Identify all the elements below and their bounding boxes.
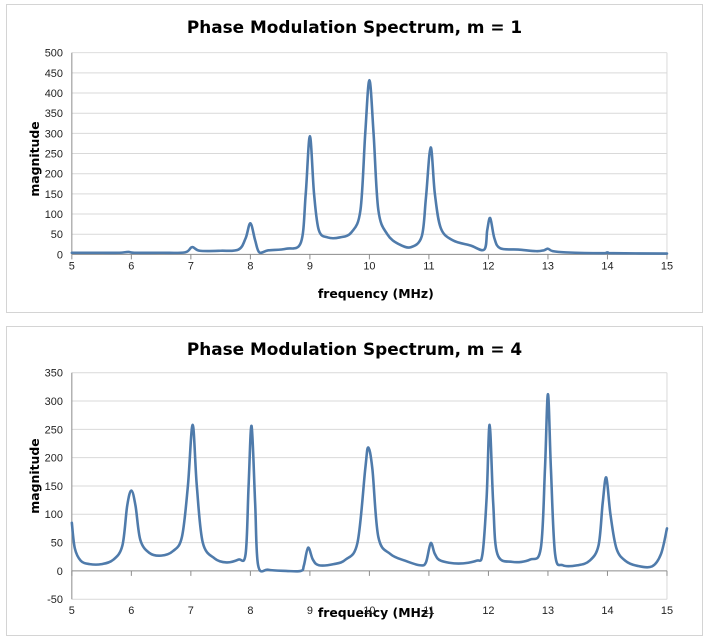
x-tick-label: 8	[247, 260, 253, 272]
y-tick-label: 250	[45, 424, 63, 436]
chart-m1: Phase Modulation Spectrum, m = 1 frequen…	[6, 4, 703, 313]
y-axis-label: magnitude	[27, 121, 42, 196]
y-tick-label: 250	[45, 149, 63, 161]
y-tick-label: 400	[45, 88, 63, 100]
y-tick-label: 50	[51, 229, 63, 241]
y-tick-label: 200	[45, 453, 63, 465]
x-tick-label: 15	[661, 605, 673, 617]
chart-m4: Phase Modulation Spectrum, m = 4 frequen…	[6, 326, 703, 636]
x-tick-label: 7	[188, 605, 194, 617]
y-tick-label: 300	[45, 396, 63, 408]
x-axis-label: frequency (MHz)	[318, 605, 434, 620]
x-tick-label: 14	[601, 605, 613, 617]
x-tick-label: 6	[128, 260, 134, 272]
y-tick-label: 100	[45, 209, 63, 221]
x-tick-label: 11	[423, 605, 434, 617]
y-tick-label: 200	[45, 169, 63, 181]
y-axis-label: magnitude	[27, 438, 42, 513]
chart-m4-svg: Phase Modulation Spectrum, m = 4 frequen…	[27, 339, 673, 620]
x-tick-label: 10	[363, 260, 375, 272]
chart-title: Phase Modulation Spectrum, m = 4	[187, 339, 522, 359]
x-tick-label: 7	[188, 260, 194, 272]
series-line	[70, 392, 669, 573]
x-tick-label: 11	[423, 260, 434, 272]
x-tick-label: 5	[69, 260, 75, 272]
y-tick-label: -50	[47, 594, 63, 606]
y-tick-label: 0	[57, 566, 63, 578]
y-tick-label: 100	[45, 509, 63, 521]
chart-title: Phase Modulation Spectrum, m = 1	[187, 17, 522, 37]
y-tick-label: 350	[45, 108, 63, 120]
y-tick-label: 350	[45, 368, 63, 380]
x-tick-label: 9	[307, 260, 313, 272]
y-tick-label: 50	[51, 538, 63, 550]
chart-m1-svg: Phase Modulation Spectrum, m = 1 frequen…	[27, 17, 673, 301]
y-tick-label: 150	[45, 481, 63, 493]
x-tick-label: 14	[601, 260, 613, 272]
x-tick-label: 8	[247, 605, 253, 617]
x-tick-label: 15	[661, 260, 673, 272]
y-tick-label: 450	[45, 68, 63, 80]
x-tick-label: 10	[363, 605, 375, 617]
x-axis-label: frequency (MHz)	[318, 286, 434, 301]
x-tick-label: 6	[128, 605, 134, 617]
y-tick-label: 500	[45, 48, 63, 60]
y-tick-label: 300	[45, 128, 63, 140]
x-tick-label: 12	[482, 260, 494, 272]
y-tick-label: 0	[57, 249, 63, 261]
x-tick-label: 13	[542, 260, 554, 272]
series-line	[70, 78, 669, 255]
x-tick-label: 12	[482, 605, 494, 617]
x-tick-label: 5	[69, 605, 75, 617]
x-tick-label: 13	[542, 605, 554, 617]
y-tick-label: 150	[45, 189, 63, 201]
x-tick-label: 9	[307, 605, 313, 617]
